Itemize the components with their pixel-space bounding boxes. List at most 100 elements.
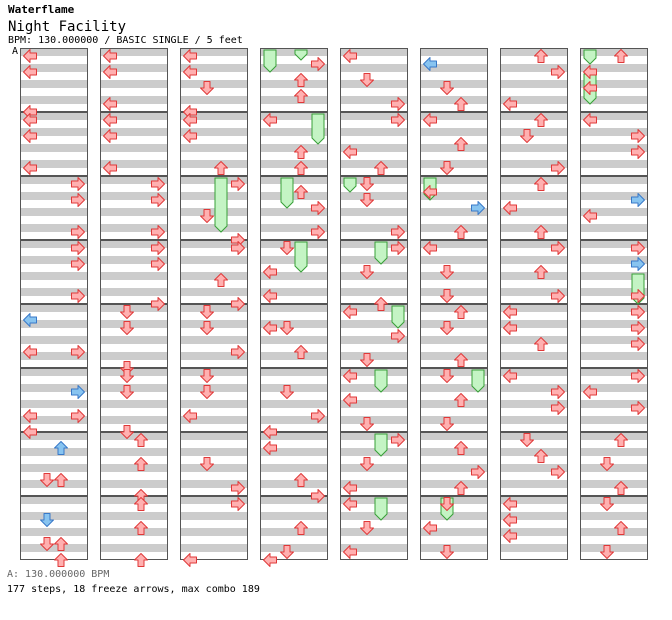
step-arrow-icon <box>103 129 117 143</box>
step-arrow-icon <box>151 193 165 207</box>
beat-stripe <box>20 288 88 296</box>
step-arrow-icon <box>71 193 85 207</box>
beat-stripe <box>340 336 408 344</box>
beat-stripe <box>420 352 488 360</box>
measure-border <box>260 304 328 368</box>
beat-stripe <box>180 544 248 552</box>
measure-border <box>20 112 88 176</box>
freeze-arrow <box>343 177 357 193</box>
measure-border <box>100 176 168 240</box>
beat-stripe <box>260 128 328 136</box>
measure-border <box>580 496 648 560</box>
step-arrow-icon <box>454 393 468 407</box>
beat-stripe <box>100 496 168 504</box>
measure-border <box>340 48 408 112</box>
beat-stripe <box>420 96 488 104</box>
beat-stripe <box>500 256 568 264</box>
beat-stripe <box>100 288 168 296</box>
beat-stripe <box>100 128 168 136</box>
beat-stripe <box>500 352 568 360</box>
beat-stripe <box>20 192 88 200</box>
beat-stripe <box>260 160 328 168</box>
beat-stripe <box>340 400 408 408</box>
beat-stripe <box>20 176 88 184</box>
beat-stripe <box>420 288 488 296</box>
beat-stripe <box>100 256 168 264</box>
step-arrow-icon <box>183 113 197 127</box>
step-arrow-icon <box>391 97 405 111</box>
measure-border <box>100 304 168 368</box>
measure-border <box>500 48 568 112</box>
step-arrow-icon <box>40 473 54 487</box>
step-arrow-icon <box>294 161 308 175</box>
beat-stripe <box>20 368 88 376</box>
beat-stripe <box>20 272 88 280</box>
step-arrow-icon <box>551 241 565 255</box>
beat-stripe <box>340 192 408 200</box>
beat-stripe <box>100 416 168 424</box>
step-arrow-icon <box>183 49 197 63</box>
step-arrow-icon <box>280 321 294 335</box>
measure-border <box>340 496 408 560</box>
beat-stripe <box>100 144 168 152</box>
step-arrow-icon <box>103 49 117 63</box>
beat-stripe <box>180 304 248 312</box>
beat-stripe <box>20 400 88 408</box>
beat-stripe <box>260 464 328 472</box>
measure-border <box>180 304 248 368</box>
measure-border <box>420 112 488 176</box>
beat-stripe <box>580 368 648 376</box>
step-arrow-icon <box>551 465 565 479</box>
beat-stripe <box>340 464 408 472</box>
measure-border <box>340 432 408 496</box>
step-arrow-icon <box>71 257 85 271</box>
beat-stripe <box>420 48 488 56</box>
step-arrow-icon <box>280 241 294 255</box>
freeze-arrow <box>374 369 388 393</box>
step-arrow-icon <box>200 305 214 319</box>
freeze-arrow <box>294 241 308 273</box>
beat-stripe <box>100 192 168 200</box>
beat-stripe <box>420 368 488 376</box>
beat-stripe <box>180 464 248 472</box>
step-arrow-icon <box>214 161 228 175</box>
beat-stripe <box>340 368 408 376</box>
step-arrow-icon <box>534 49 548 63</box>
step-arrow-icon <box>391 113 405 127</box>
step-arrow-icon <box>71 177 85 191</box>
beat-stripe <box>100 352 168 360</box>
step-arrow-icon <box>103 113 117 127</box>
freeze-arrow <box>280 177 294 209</box>
measure-border <box>20 368 88 432</box>
step-arrow-icon <box>360 193 374 207</box>
measure-border <box>20 304 88 368</box>
measure-border <box>500 368 568 432</box>
beat-stripe <box>420 80 488 88</box>
freeze-arrow <box>263 49 277 73</box>
step-arrow-icon <box>551 65 565 79</box>
beat-stripe <box>180 192 248 200</box>
beat-stripe <box>20 336 88 344</box>
beat-stripe <box>420 496 488 504</box>
beat-stripe <box>180 352 248 360</box>
measure-border <box>580 176 648 240</box>
step-arrow-icon <box>54 553 68 567</box>
beat-stripe <box>180 400 248 408</box>
step-arrow-icon <box>583 81 597 95</box>
step-arrow-icon <box>631 129 645 143</box>
beat-stripe <box>580 144 648 152</box>
step-arrow-icon <box>600 545 614 559</box>
step-arrow-icon <box>294 521 308 535</box>
beat-stripe <box>20 256 88 264</box>
step-arrow-icon <box>454 441 468 455</box>
beat-stripe <box>340 64 408 72</box>
beat-stripe <box>500 48 568 56</box>
beat-stripe <box>500 288 568 296</box>
step-arrow-icon <box>71 409 85 423</box>
measure-border <box>420 48 488 112</box>
beat-stripe <box>260 256 328 264</box>
step-arrow-icon <box>23 129 37 143</box>
step-arrow-icon <box>183 129 197 143</box>
beat-stripe <box>100 304 168 312</box>
step-arrow-icon <box>360 417 374 431</box>
